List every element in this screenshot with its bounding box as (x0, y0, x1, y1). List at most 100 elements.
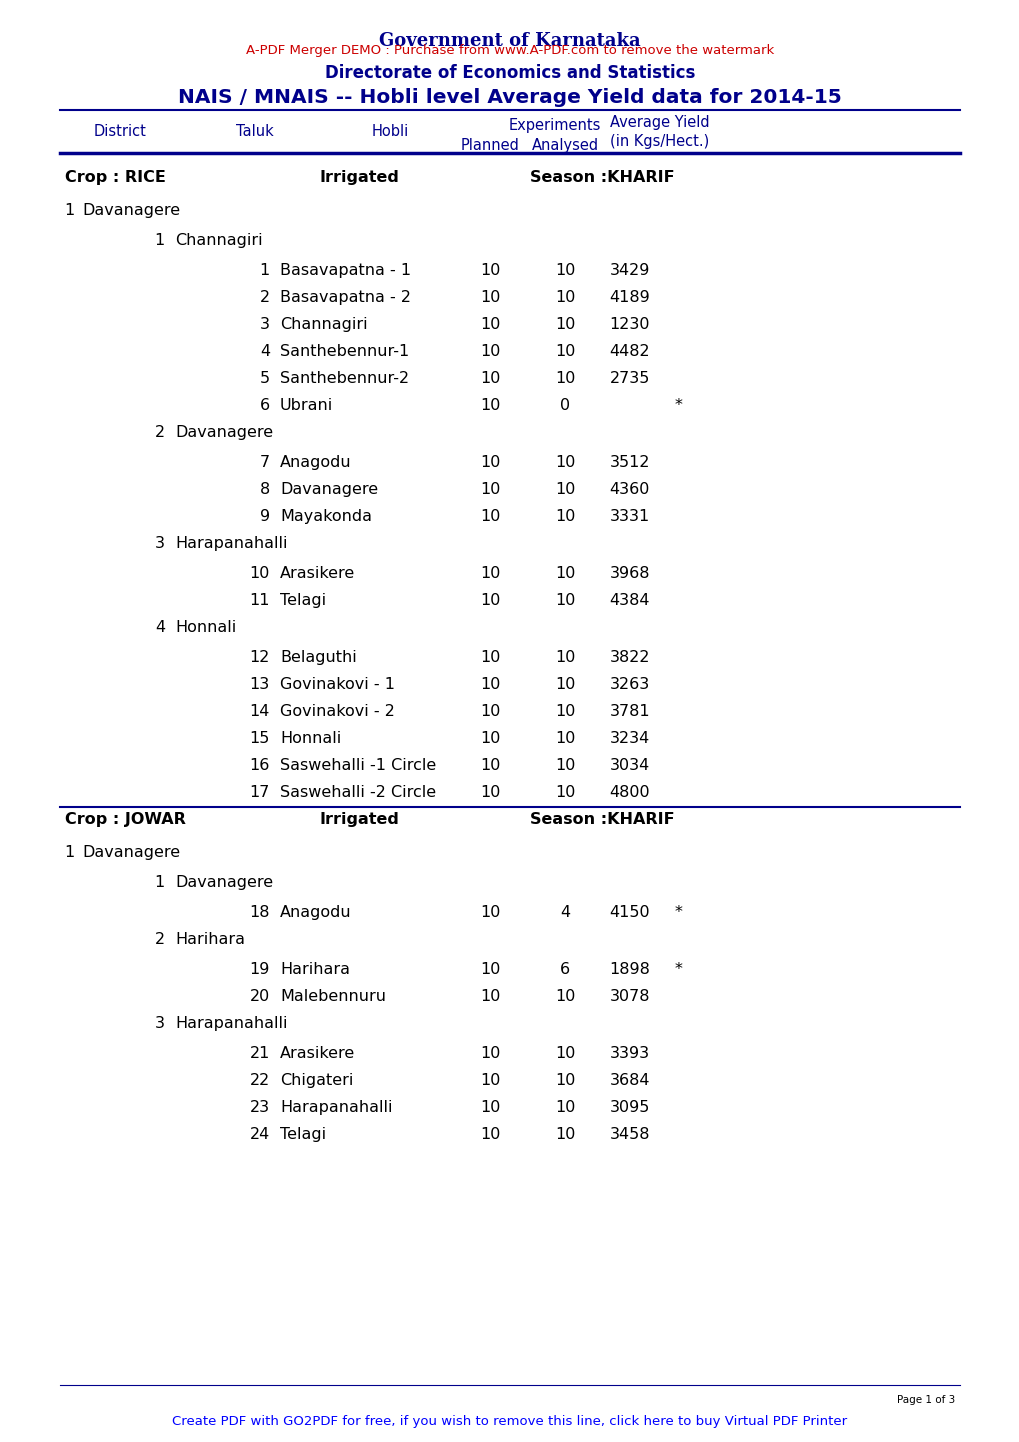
Text: Harapanahalli: Harapanahalli (280, 1100, 392, 1115)
Text: 10: 10 (554, 1100, 575, 1115)
Text: 4800: 4800 (608, 784, 649, 800)
Text: Create PDF with GO2PDF for free, if you wish to remove this line, click here to : Create PDF with GO2PDF for free, if you … (172, 1415, 847, 1428)
Text: Saswehalli -1 Circle: Saswehalli -1 Circle (280, 758, 436, 773)
Text: 1230: 1230 (609, 317, 649, 332)
Text: 10: 10 (554, 593, 575, 609)
Text: 10: 10 (479, 482, 499, 497)
Text: Planned: Planned (461, 138, 519, 153)
Text: 10: 10 (554, 650, 575, 665)
Text: 9: 9 (260, 509, 270, 523)
Text: 10: 10 (479, 758, 499, 773)
Text: 15: 15 (250, 731, 270, 746)
Text: 4189: 4189 (608, 290, 649, 306)
Text: 10: 10 (554, 567, 575, 581)
Text: 3512: 3512 (609, 456, 649, 470)
Text: 3095: 3095 (609, 1100, 649, 1115)
Text: 3: 3 (260, 317, 270, 332)
Text: 10: 10 (479, 1128, 499, 1142)
Text: Honnali: Honnali (280, 731, 341, 746)
Text: 3458: 3458 (609, 1128, 649, 1142)
Text: Arasikere: Arasikere (280, 567, 355, 581)
Text: 11: 11 (250, 593, 270, 609)
Text: 10: 10 (479, 731, 499, 746)
Text: 22: 22 (250, 1073, 270, 1089)
Text: 10: 10 (479, 290, 499, 306)
Text: A-PDF Merger DEMO : Purchase from www.A-PDF.com to remove the watermark: A-PDF Merger DEMO : Purchase from www.A-… (246, 45, 773, 58)
Text: 3429: 3429 (609, 262, 649, 278)
Text: Crop : RICE: Crop : RICE (65, 170, 166, 185)
Text: 2: 2 (155, 932, 165, 947)
Text: Directorate of Economics and Statistics: Directorate of Economics and Statistics (324, 63, 695, 82)
Text: 14: 14 (250, 704, 270, 720)
Text: 10: 10 (554, 758, 575, 773)
Text: 5: 5 (260, 371, 270, 386)
Text: 2: 2 (155, 425, 165, 440)
Text: 10: 10 (479, 371, 499, 386)
Text: 10: 10 (479, 317, 499, 332)
Text: 10: 10 (554, 290, 575, 306)
Text: Irrigated: Irrigated (320, 812, 399, 828)
Text: 24: 24 (250, 1128, 270, 1142)
Text: Crop : JOWAR: Crop : JOWAR (65, 812, 185, 828)
Text: Anagodu: Anagodu (280, 456, 352, 470)
Text: Basavapatna - 2: Basavapatna - 2 (280, 290, 411, 306)
Text: Experiments: Experiments (508, 118, 600, 133)
Text: 2735: 2735 (609, 371, 649, 386)
Text: Hobli: Hobli (371, 124, 409, 138)
Text: 16: 16 (250, 758, 270, 773)
Text: 20: 20 (250, 989, 270, 1004)
Text: 10: 10 (479, 398, 499, 412)
Text: Malebennuru: Malebennuru (280, 989, 385, 1004)
Text: 10: 10 (554, 731, 575, 746)
Text: 10: 10 (479, 650, 499, 665)
Text: 10: 10 (479, 1100, 499, 1115)
Text: 10: 10 (554, 1128, 575, 1142)
Text: Average Yield
(in Kgs/Hect.): Average Yield (in Kgs/Hect.) (609, 115, 709, 149)
Text: 3: 3 (155, 536, 165, 551)
Text: 19: 19 (250, 962, 270, 978)
Text: 4: 4 (155, 620, 165, 634)
Text: 10: 10 (554, 262, 575, 278)
Text: 3078: 3078 (609, 989, 649, 1004)
Text: 10: 10 (479, 962, 499, 978)
Text: *: * (675, 962, 682, 978)
Text: NAIS / MNAIS -- Hobli level Average Yield data for 2014-15: NAIS / MNAIS -- Hobli level Average Yiel… (178, 88, 841, 107)
Text: 10: 10 (554, 509, 575, 523)
Text: 10: 10 (479, 509, 499, 523)
Text: 10: 10 (554, 482, 575, 497)
Text: 10: 10 (554, 784, 575, 800)
Text: 23: 23 (250, 1100, 270, 1115)
Text: 1898: 1898 (608, 962, 649, 978)
Text: 7: 7 (260, 456, 270, 470)
Text: 10: 10 (479, 989, 499, 1004)
Text: Season :KHARIF: Season :KHARIF (530, 812, 674, 828)
Text: Santhebennur-2: Santhebennur-2 (280, 371, 409, 386)
Text: 3393: 3393 (609, 1045, 649, 1061)
Text: 4482: 4482 (608, 345, 649, 359)
Text: 3684: 3684 (609, 1073, 649, 1089)
Text: 1: 1 (64, 203, 75, 218)
Text: 6: 6 (559, 962, 570, 978)
Text: 12: 12 (250, 650, 270, 665)
Text: 2: 2 (260, 290, 270, 306)
Text: 10: 10 (250, 567, 270, 581)
Text: Govinakovi - 1: Govinakovi - 1 (280, 676, 394, 692)
Text: 1: 1 (260, 262, 270, 278)
Text: 10: 10 (479, 784, 499, 800)
Text: Harapanahalli: Harapanahalli (175, 536, 287, 551)
Text: Chigateri: Chigateri (280, 1073, 353, 1089)
Text: Davanagere: Davanagere (175, 875, 273, 890)
Text: 3234: 3234 (609, 731, 649, 746)
Text: 4: 4 (260, 345, 270, 359)
Text: 3781: 3781 (608, 704, 649, 720)
Text: 1: 1 (64, 845, 75, 859)
Text: 3: 3 (155, 1017, 165, 1031)
Text: Govinakovi - 2: Govinakovi - 2 (280, 704, 394, 720)
Text: Page 1 of 3: Page 1 of 3 (896, 1394, 954, 1405)
Text: 10: 10 (554, 1073, 575, 1089)
Text: 6: 6 (260, 398, 270, 412)
Text: Anagodu: Anagodu (280, 906, 352, 920)
Text: 10: 10 (554, 989, 575, 1004)
Text: 0: 0 (559, 398, 570, 412)
Text: Channagiri: Channagiri (175, 234, 262, 248)
